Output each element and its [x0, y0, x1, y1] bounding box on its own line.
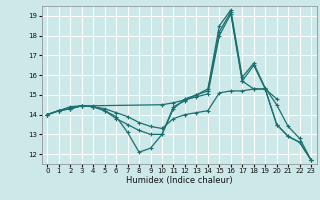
X-axis label: Humidex (Indice chaleur): Humidex (Indice chaleur) — [126, 176, 233, 185]
